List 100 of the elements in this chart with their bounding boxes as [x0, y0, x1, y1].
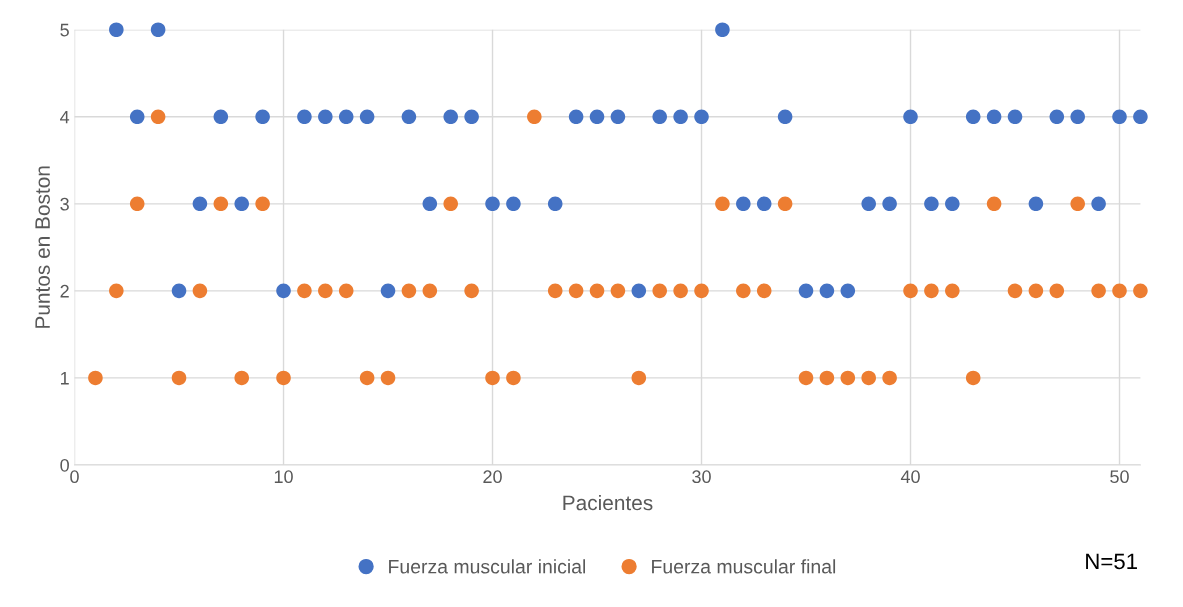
point — [924, 196, 939, 212]
point — [1049, 109, 1065, 125]
point — [819, 370, 835, 386]
point — [736, 196, 751, 212]
point — [610, 109, 626, 125]
point — [276, 370, 291, 386]
point — [527, 109, 542, 125]
point — [276, 283, 291, 299]
x-tick-label: 10 — [274, 470, 293, 484]
point — [255, 109, 270, 125]
point — [192, 283, 208, 299]
point — [359, 370, 375, 386]
point — [965, 370, 981, 386]
point — [673, 283, 688, 299]
point — [401, 109, 417, 125]
point — [1133, 283, 1148, 299]
text: N=51 — [1086, 553, 1137, 570]
point — [903, 283, 918, 299]
y-tick-label: 2 — [60, 284, 69, 298]
point — [924, 283, 939, 299]
point — [965, 109, 981, 125]
point — [380, 283, 396, 299]
point — [1007, 283, 1023, 299]
point — [338, 283, 354, 299]
point — [777, 196, 793, 212]
point — [297, 109, 312, 125]
x-tick-label: 50 — [1110, 470, 1129, 484]
point — [422, 283, 438, 299]
point — [109, 283, 124, 299]
point — [861, 370, 876, 386]
point — [338, 109, 354, 125]
point — [945, 283, 960, 299]
legend-label: Fuerza muscular inicial — [389, 559, 586, 574]
point — [861, 196, 876, 212]
point — [297, 283, 312, 299]
point — [318, 109, 333, 125]
point — [213, 109, 229, 125]
y-tick-label: 5 — [60, 23, 69, 37]
point — [485, 370, 500, 386]
point — [1091, 196, 1106, 212]
point — [171, 370, 187, 386]
point — [234, 370, 250, 386]
point — [234, 196, 250, 212]
point — [422, 196, 438, 212]
point — [652, 109, 667, 125]
point — [129, 196, 145, 212]
point — [798, 283, 814, 299]
point — [840, 370, 856, 386]
point — [150, 22, 166, 38]
point — [506, 370, 521, 386]
point — [986, 196, 1002, 212]
x-tick-label: 0 — [70, 470, 79, 484]
y-tick-label: 3 — [60, 197, 69, 211]
y-tick-label: 4 — [60, 110, 70, 124]
point — [213, 196, 229, 212]
point — [506, 196, 521, 212]
point — [1028, 196, 1044, 212]
point — [589, 109, 605, 125]
point — [109, 22, 124, 38]
point — [882, 196, 897, 212]
point — [443, 196, 459, 212]
point — [1070, 196, 1085, 212]
point — [464, 283, 479, 299]
point — [840, 283, 856, 299]
point — [129, 109, 145, 125]
x-tick-label: 20 — [483, 470, 502, 484]
point — [945, 196, 960, 212]
point — [715, 22, 730, 38]
point — [547, 196, 563, 212]
point — [819, 283, 835, 299]
point — [568, 109, 584, 125]
point — [694, 109, 709, 125]
point — [1070, 109, 1085, 125]
point — [798, 370, 814, 386]
point — [380, 370, 396, 386]
point — [589, 283, 605, 299]
point — [694, 283, 709, 299]
point — [610, 283, 626, 299]
x-tick-label: 30 — [692, 470, 711, 484]
point — [1028, 283, 1044, 299]
point — [631, 283, 647, 299]
point — [756, 196, 772, 212]
point — [318, 283, 333, 299]
point — [756, 283, 772, 299]
y-tick-label: 0 — [60, 458, 69, 472]
point — [443, 109, 459, 125]
point — [1049, 283, 1065, 299]
point — [736, 283, 751, 299]
point — [192, 196, 208, 212]
point — [485, 196, 500, 212]
point — [547, 283, 563, 299]
point — [1133, 109, 1148, 125]
y-axis-title: Puntos en Boston — [35, 166, 50, 328]
y-tick-label: 1 — [61, 372, 69, 385]
x-tick-label: 40 — [900, 470, 920, 484]
point — [88, 370, 103, 386]
point — [652, 283, 667, 299]
x-axis-title: Pacientes — [563, 494, 653, 511]
point — [171, 283, 187, 299]
point — [673, 109, 688, 125]
